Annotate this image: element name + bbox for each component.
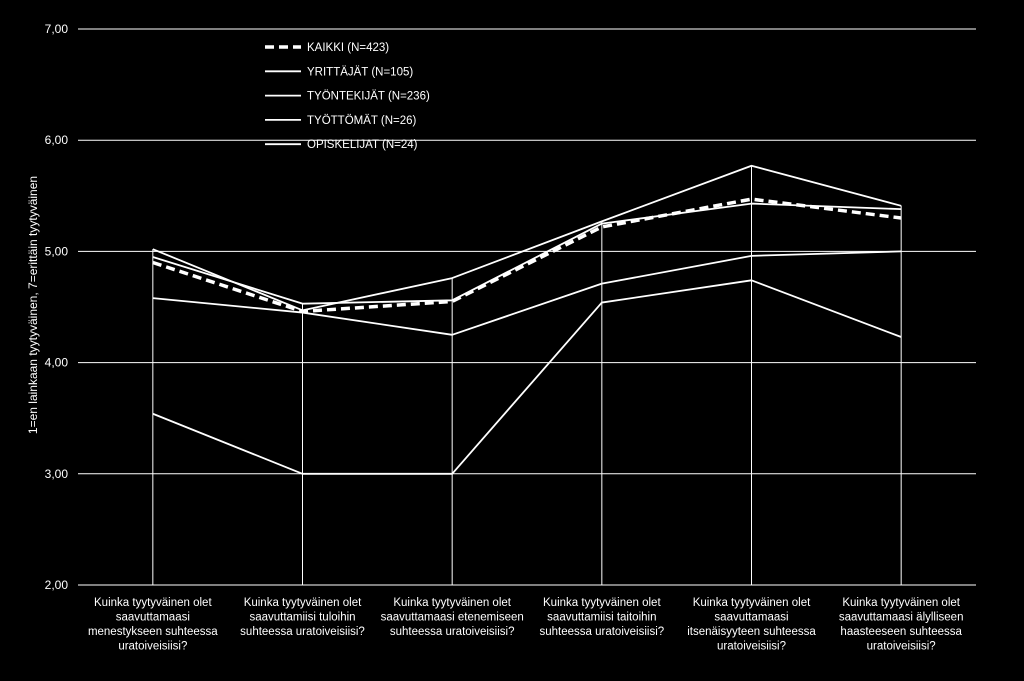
- series-line: [152, 250, 902, 336]
- y-tick-label: 5,00: [45, 244, 69, 258]
- series-lines: [152, 164, 902, 475]
- x-category-label: Kuinka tyytyväinen olet saavuttamiisi tul…: [240, 597, 365, 638]
- legend-label: TYÖNTEKIJÄT (N=236): [307, 91, 430, 103]
- legend-label: TYÖTTÖMÄT (N=26): [307, 115, 417, 127]
- y-axis-ticks: 2,00 3,00 4,00 5,00 6,00 7,00: [45, 22, 69, 592]
- x-category-label: Kuinka tyytyväinen olet saavuttamaasi äly…: [839, 597, 964, 653]
- y-tick-label: 6,00: [45, 133, 69, 147]
- y-tick-label: 7,00: [45, 22, 69, 36]
- series-line: [152, 279, 902, 475]
- y-tick-label: 3,00: [45, 467, 69, 481]
- gridlines: [78, 28, 976, 586]
- legend-label: KAIKKI (N=423): [307, 42, 389, 54]
- y-tick-label: 2,00: [45, 578, 69, 592]
- y-tick-label: 4,00: [45, 356, 69, 370]
- x-category-label: Kuinka tyytyväinen olet saavuttamaasi itse…: [687, 597, 816, 653]
- legend: KAIKKI (N=423) YRITTÄJÄT (N=105) TYÖNTEKIJ…: [265, 42, 430, 151]
- legend-label: OPISKELIJAT (N=24): [307, 139, 418, 151]
- series-line: [152, 197, 902, 314]
- series-line: [152, 164, 902, 312]
- x-category-label: Kuinka tyytyväinen olet saavuttamaasi mene…: [88, 597, 218, 653]
- x-category-label: Kuinka tyytyväinen olet saavuttamiisi tai…: [540, 597, 665, 638]
- y-axis-title: 1=en lainkaan tyytyväinen, 7=erittäin ty…: [26, 176, 40, 434]
- x-axis-category-labels: Kuinka tyytyväinen olet saavuttamaasi mene…: [88, 597, 964, 653]
- series-line: [152, 202, 902, 305]
- x-category-label: Kuinka tyytyväinen olet saavuttamaasi ete…: [381, 597, 524, 638]
- legend-label: YRITTÄJÄT (N=105): [307, 66, 413, 78]
